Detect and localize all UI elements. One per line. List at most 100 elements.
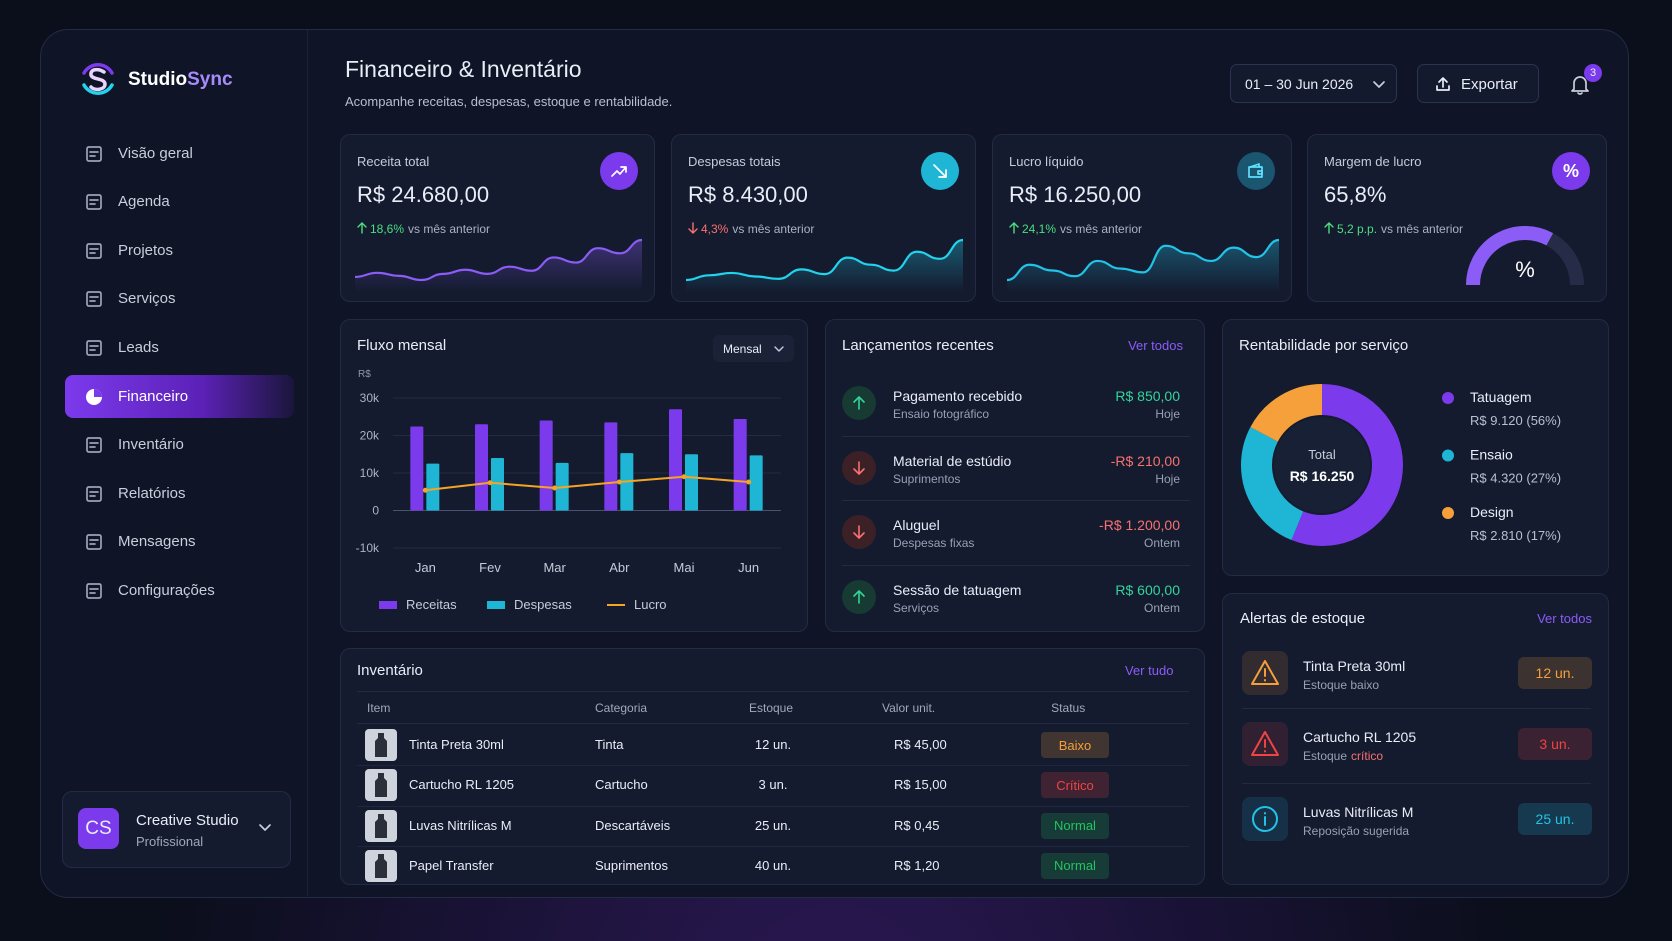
column-header: Status [1051,701,1086,715]
icon-shape [86,145,102,162]
card-title: Lançamentos recentes [842,337,994,354]
icon-shape [89,345,99,351]
nav-item[interactable]: Relatórios [118,484,186,502]
arrow [853,396,865,410]
nav-item[interactable]: Serviços [118,290,176,308]
column-header: Valor unit. [882,701,936,715]
nav-item[interactable]: Financeiro [118,387,189,405]
icon-shape [1009,222,1019,234]
transaction-title: Sessão de tatuagem [893,581,1022,598]
kpi-icon-glyph [1248,163,1263,178]
kpi-icon-glyph [611,166,627,177]
kpi-icon [921,152,959,190]
table-cell: 3 un. [758,777,788,793]
transaction-date: Hoje [1155,407,1180,421]
item-thumbnail [365,849,397,882]
gauge-label: % [1515,257,1535,282]
y-unit: R$ [358,369,371,380]
date-range-button[interactable]: 01 – 30 Jun 2026 [1230,64,1397,103]
kpi-value: R$ 8.430,00 [688,182,808,207]
table-cell: Luvas Nitrílicas M [409,817,512,833]
kpi-card: Lucro líquido R$ 16.250,00 24,1% vs mês ant… [992,134,1292,302]
kpi-icon [600,152,638,190]
transaction-date: Ontem [1143,600,1180,615]
icon-shape [688,222,698,234]
separator [1242,783,1591,784]
thumbnail-shape [375,813,387,838]
page-title: Financeiro & Inventário [345,56,582,82]
alert-icon [1242,797,1288,841]
icon-shape [357,222,367,234]
x-tick-label: Fev [479,560,501,575]
icon-shape [89,67,107,92]
transaction-title: Aluguel [893,517,940,533]
nav-item[interactable]: Visão geral [118,144,193,162]
x-tick-label: Mar [543,560,566,575]
legend-value: R$ 9.120 (56%) [1470,413,1561,428]
legend-label: Design [1470,504,1514,520]
export-button[interactable]: Exportar [1417,64,1539,103]
thumbnail-shape [375,813,387,838]
bell-icon[interactable] [1569,74,1591,96]
icon-shape [1251,731,1279,756]
table-cell: 12 un. [754,737,792,752]
separator [842,500,1190,501]
kpi-note: vs mês anterior [1060,222,1143,236]
kpi-note: vs mês anterior [1381,222,1464,236]
line-point [681,474,687,480]
kpi-label: Margem de lucro [1324,154,1422,169]
nav-item[interactable]: Leads [118,338,159,356]
transaction-amount: -R$ 210,00 [1110,452,1180,469]
nav-item[interactable]: Inventário [118,436,184,454]
thumbnail-shape [375,853,387,878]
bar [604,422,618,511]
alert-title: Cartucho RL 1205 [1303,729,1417,745]
kpi-card: Margem de lucro 65,8% 5,2 p.p. vs mês anter… [1307,134,1607,302]
nav-icon [86,194,102,210]
table-cell: Papel Transfer [409,857,494,873]
icon-shape [86,583,102,599]
period-select[interactable]: Mensal [713,335,794,362]
icon-shape [86,291,102,308]
alert-subtitle-row: Estoque crítico [1303,750,1383,762]
arrow [853,460,865,475]
card-title: Rentabilidade por serviço [1239,337,1409,354]
nav-item[interactable]: Agenda [118,193,170,211]
table-cell: Tinta [595,737,624,752]
card-link[interactable]: Ver tudo [1125,663,1174,678]
icon-shape [1249,163,1263,175]
kpi-delta: 24,1% [1022,222,1057,236]
nav-icon [86,145,102,162]
separator [1242,708,1591,709]
kpi-label: Receita total [357,154,430,169]
nav-item[interactable]: Mensagens [118,533,196,551]
legend-label: Lucro [634,597,667,612]
kpi-delta-row: 5,2 p.p. vs mês anterior [1337,223,1463,235]
logo [82,63,114,95]
card-link[interactable]: Ver todos [1537,611,1592,626]
icon-shape [853,525,865,539]
icon-shape [259,824,271,831]
bar [426,463,440,511]
y-tick-label: 20k [360,429,380,443]
date-range: 01 – 30 Jun 2026 [1245,76,1354,92]
nav-item[interactable]: Projetos [118,241,174,259]
y-tick-label: 10k [360,466,380,480]
icon-shape [86,194,102,210]
user-name: Creative Studio [136,812,239,829]
line-point [487,480,493,486]
legend-label: Despesas [514,597,572,612]
y-tick-label: 0 [372,504,379,518]
table-cell: R$ 45,00 [894,737,947,752]
nav-item[interactable]: Configurações [118,581,215,599]
gauge-value [1466,226,1554,286]
alert-subtitle: Reposição sugerida [1303,824,1410,838]
legend-dot [1442,392,1454,404]
bar [669,409,682,511]
transaction-subtitle: Serviços [893,600,940,615]
status-badge: Normal [1041,852,1109,879]
card-link[interactable]: Ver todos [1128,338,1183,353]
icon-shape [853,460,865,475]
x-tick-label: Jan [415,560,436,575]
alert-title: Tinta Preta 30ml [1303,658,1406,674]
